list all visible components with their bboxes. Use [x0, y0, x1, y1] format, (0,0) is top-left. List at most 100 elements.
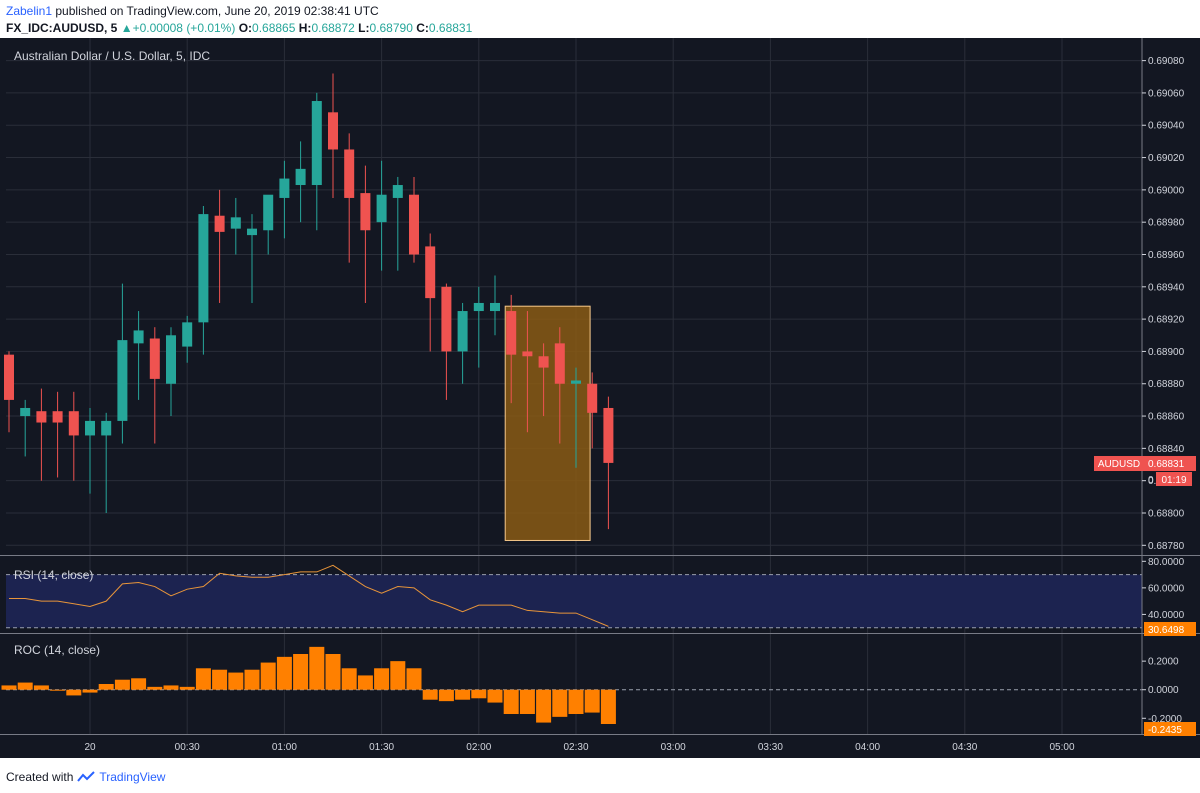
roc-tick-label: 0.2000: [1148, 657, 1179, 668]
candle: [52, 391, 63, 478]
time-tick-label: 02:30: [563, 742, 588, 753]
bar-countdown-prefix: 0: [1148, 475, 1154, 486]
highlight-rectangle[interactable]: [504, 305, 591, 541]
candle: [571, 367, 581, 468]
candle: [279, 160, 290, 239]
roc-bar: [568, 689, 584, 714]
time-tick-label: 04:00: [855, 742, 880, 753]
rsi-band: [6, 574, 1142, 629]
time-tick-label: 03:00: [661, 742, 686, 753]
candle-body: [506, 311, 517, 355]
price-tick-label: 0.68800: [1148, 508, 1185, 519]
candle: [295, 141, 306, 223]
roc-bar: [195, 668, 211, 690]
candle-body: [198, 214, 209, 323]
roc-bar: [260, 662, 276, 690]
roc-bar: [244, 669, 260, 690]
roc-bar: [163, 685, 179, 690]
candle-body: [409, 194, 419, 255]
candle: [538, 343, 549, 417]
price-tick-label: 0.68900: [1148, 347, 1185, 358]
roc-bar: [536, 689, 552, 723]
change-arrow-icon: ▲: [120, 21, 133, 35]
rsi-band-fill: [6, 574, 1142, 628]
price-tick-label: 0.68880: [1148, 379, 1185, 390]
roc-bar: [519, 689, 535, 714]
roc-bar: [471, 689, 487, 699]
candlestick-series: [4, 73, 614, 530]
candle: [490, 275, 500, 336]
price-tick-label: 0.69040: [1148, 121, 1185, 132]
candle: [603, 396, 614, 530]
roc-tick-label: -0.2000: [1148, 714, 1182, 725]
candle-body: [230, 217, 241, 229]
candle-body: [376, 194, 387, 223]
close-label: C:: [416, 21, 429, 35]
candle-body: [101, 420, 112, 436]
roc-bar: [114, 679, 130, 690]
candle: [133, 311, 144, 400]
candle-body: [311, 101, 322, 186]
candle-body: [603, 407, 614, 463]
roc-bar: [341, 668, 357, 690]
quote-line: FX_IDC:AUDUSD, 5 ▲+0.00008 (+0.01%) O:0.…: [6, 21, 472, 35]
candle-body: [166, 335, 176, 384]
high-label: H:: [298, 21, 312, 35]
rsi-series: [9, 564, 609, 627]
candle-body: [149, 338, 160, 379]
price-tick-label: 0.68940: [1148, 282, 1185, 293]
candle-body: [360, 193, 371, 231]
roc-bar: [390, 661, 406, 690]
time-tick-label: 01:30: [369, 742, 394, 753]
candle: [4, 351, 14, 433]
roc-bar: [600, 689, 616, 724]
chart-canvas[interactable]: 0.69080 0.69060 0.69040 0.69020 0.69000 0.689…: [0, 38, 1200, 758]
candle: [344, 133, 355, 263]
roc-series: [1, 646, 616, 724]
candle-body: [571, 380, 581, 384]
roc-bar: [503, 689, 519, 714]
roc-bar: [131, 678, 147, 690]
candle-body: [441, 286, 452, 352]
candle: [425, 233, 436, 352]
price-tick-label: 0.69020: [1148, 153, 1185, 164]
roc-bar: [276, 656, 292, 690]
time-tick-label: 20: [84, 742, 96, 753]
change-value: +0.00008 (+0.01%): [132, 21, 236, 35]
highlight-box: [504, 305, 591, 541]
open-label: O:: [238, 21, 253, 35]
time-tick-label: 03:30: [758, 742, 783, 753]
roc-bar: [82, 689, 98, 693]
candle: [409, 176, 419, 263]
candle-body: [247, 228, 257, 236]
price-tick-label: 0.69080: [1148, 56, 1185, 67]
rsi-tick-label: 60.0000: [1148, 583, 1185, 594]
rsi-line: [9, 564, 609, 627]
rsi-value-tag: 30.6498: [1144, 622, 1196, 636]
price-tick-label: 0.68860: [1148, 412, 1185, 423]
time-tick-label: 02:00: [466, 742, 491, 753]
roc-bar: [293, 654, 309, 690]
candle-body: [68, 411, 79, 436]
author-link[interactable]: Zabelin1: [6, 4, 53, 18]
price-tick-label: 0.69060: [1148, 88, 1185, 99]
candle-body: [214, 215, 225, 232]
candle: [166, 327, 176, 417]
candle: [506, 294, 517, 404]
price-label-tag: AUDUSD 0.68831 01:19 0: [1094, 456, 1196, 486]
candle-body: [473, 302, 484, 312]
roc-bar: [66, 689, 82, 696]
price-tick-label: 0.68960: [1148, 250, 1185, 261]
candle: [247, 214, 257, 303]
candle-body: [522, 351, 533, 357]
time-axis[interactable]: 20 00:30 01:00 01:30 02:00 02:30 03:00 03:30 04:…: [84, 742, 1075, 753]
tradingview-brand-link[interactable]: TradingView: [99, 770, 166, 784]
candle: [20, 399, 31, 457]
time-tick-label: 01:00: [272, 742, 297, 753]
candle: [214, 189, 225, 303]
candle: [263, 194, 274, 255]
candle-body: [392, 185, 403, 198]
roc-bar: [552, 689, 568, 717]
candle-body: [263, 194, 274, 231]
candle-body: [279, 178, 290, 198]
